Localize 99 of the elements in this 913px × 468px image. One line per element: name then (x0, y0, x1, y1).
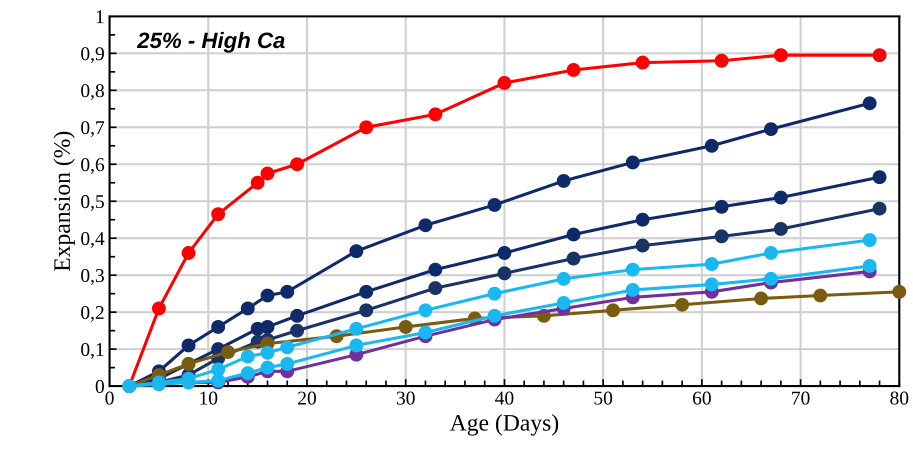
point (892, 284, 906, 299)
point (418, 218, 432, 232)
point (862, 258, 877, 273)
point (290, 324, 304, 338)
point (764, 122, 778, 136)
point (704, 257, 719, 272)
point (359, 303, 374, 318)
point (636, 56, 650, 70)
point (418, 326, 432, 340)
point (626, 155, 640, 170)
point (636, 238, 650, 253)
point (556, 174, 571, 188)
x-tick-label: 40 (495, 392, 514, 405)
y-tick-label: 0,6 (81, 158, 104, 174)
y-tick-label: 0,3 (81, 269, 104, 285)
point (428, 262, 442, 277)
y-tick-label: 0,8 (81, 84, 104, 100)
y-tick-label: 0,7 (81, 121, 104, 138)
point (182, 338, 196, 352)
point (260, 288, 274, 302)
point (240, 366, 255, 380)
point (152, 302, 166, 316)
point (774, 48, 788, 62)
point (862, 233, 877, 248)
point (774, 222, 788, 236)
point (704, 277, 719, 292)
x-tick-label: 80 (890, 392, 908, 405)
point (813, 288, 828, 302)
point (488, 198, 502, 212)
y-tick-label: 0,5 (81, 195, 104, 211)
point (872, 202, 887, 216)
point (398, 320, 413, 334)
y-tick-label: 0 (96, 380, 104, 394)
x-tick-label: 20 (298, 392, 316, 405)
x-tick-label: 50 (594, 392, 612, 405)
point (221, 345, 235, 360)
x-tick-label: 60 (692, 392, 711, 405)
point (872, 48, 887, 62)
point (497, 266, 512, 280)
point (754, 292, 768, 306)
y-tick-label: 0,9 (81, 47, 104, 64)
point (211, 320, 226, 334)
point (862, 96, 877, 110)
point (675, 298, 690, 312)
point (566, 252, 580, 266)
point (626, 262, 640, 277)
point (211, 207, 226, 222)
point (240, 350, 255, 364)
point (359, 120, 374, 134)
point (566, 63, 580, 77)
point (764, 246, 778, 260)
point (182, 246, 196, 260)
point (636, 212, 650, 227)
point (260, 320, 274, 334)
y-tick-label: 0,2 (81, 306, 104, 322)
y-tick-label: 1 (96, 10, 104, 24)
point (488, 286, 502, 301)
x-tick-label: 70 (792, 392, 810, 405)
point (714, 200, 729, 214)
point (260, 166, 274, 180)
point (290, 157, 304, 172)
point (280, 356, 294, 371)
point (211, 362, 226, 376)
point (704, 138, 719, 153)
x-axis-title: Age (Days) (450, 414, 558, 436)
point (280, 284, 294, 299)
x-tick-label: 0 (105, 392, 114, 405)
y-tick-label: 0,4 (81, 232, 104, 248)
point (260, 360, 274, 375)
y-tick-label: 0,1 (81, 342, 104, 359)
point (349, 338, 364, 352)
point (359, 284, 374, 299)
x-tick-label: 30 (396, 392, 415, 405)
point (428, 281, 442, 296)
point (556, 296, 571, 310)
point (566, 228, 580, 242)
point (280, 340, 294, 354)
point (714, 229, 729, 244)
point (556, 272, 571, 286)
point (626, 283, 640, 297)
point (290, 308, 304, 323)
point (250, 176, 265, 190)
point (488, 308, 502, 323)
point (497, 76, 512, 90)
point (714, 54, 729, 68)
point (774, 190, 788, 204)
x-tick-label: 10 (200, 392, 218, 405)
point (497, 246, 512, 260)
point (764, 272, 778, 286)
point (606, 303, 620, 318)
point (349, 322, 364, 336)
annotation: 25% - High Ca (136, 32, 285, 53)
point (872, 170, 887, 184)
point (349, 244, 364, 258)
y-axis-title: Expansion (%) (53, 132, 75, 272)
point (240, 302, 255, 316)
point (428, 107, 442, 122)
point (418, 303, 432, 318)
point (260, 346, 274, 360)
